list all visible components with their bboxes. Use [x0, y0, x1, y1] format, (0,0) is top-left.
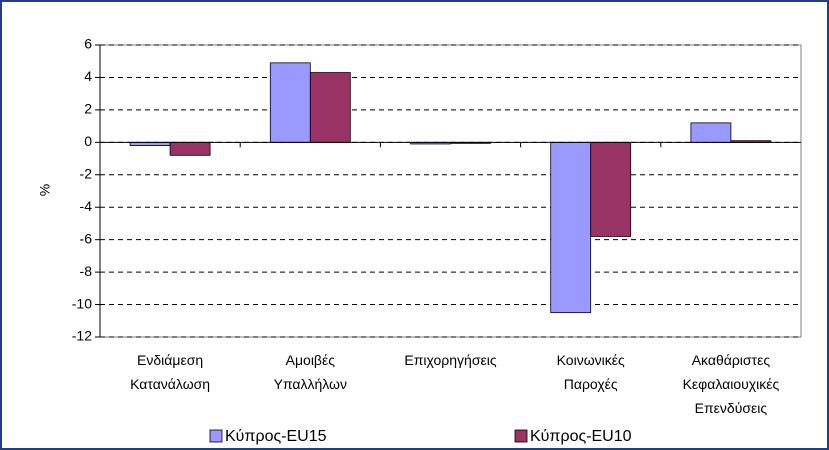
legend-label: Κύπρος-EU15: [225, 428, 327, 445]
y-tick-label: -12: [72, 328, 92, 344]
bar: [550, 141, 592, 314]
x-tick-label: Ακαθάριστες Κεφαλαιουχικές Επενδύσεις: [683, 352, 780, 416]
x-tick-label: Κοινωνικές Παροχές: [557, 352, 625, 392]
y-axis-label: %: [37, 184, 53, 196]
bar: [690, 122, 732, 143]
y-tick-label: -6: [80, 230, 93, 246]
bar: [269, 62, 311, 143]
plot-area: [99, 44, 802, 338]
bar: [590, 141, 632, 237]
x-tick-label: Ενδιάμεση Κατανάλωση: [130, 352, 210, 392]
y-tick-label: -2: [80, 165, 93, 181]
legend-label: Κύπρος-EU10: [530, 428, 632, 445]
y-tick-label: 0: [84, 133, 92, 149]
y-tick-label: -10: [72, 295, 92, 311]
x-tick-label: Επιχορηγήσεις: [404, 352, 496, 368]
y-tick-label: -4: [80, 198, 93, 214]
y-tick-label: -8: [80, 263, 93, 279]
y-tick-label: 2: [84, 101, 92, 117]
bar: [309, 72, 351, 143]
x-tick-label: Αμοιβές Υπαλλήλων: [274, 352, 347, 392]
y-tick-label: 4: [84, 68, 92, 84]
legend-swatch: [209, 429, 223, 443]
legend-swatch: [514, 429, 528, 443]
bar: [169, 141, 211, 156]
y-tick-label: 6: [84, 36, 92, 52]
